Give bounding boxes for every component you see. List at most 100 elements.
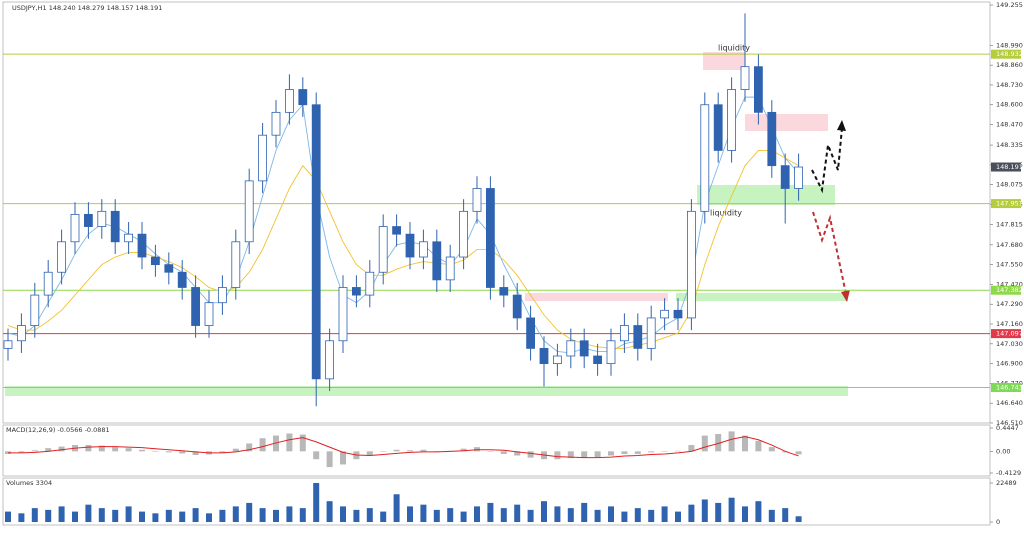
level-label: 147.382	[996, 286, 1023, 294]
volume-bar	[152, 513, 159, 522]
volume-bar	[742, 506, 748, 522]
volume-bar	[701, 499, 708, 522]
volume-bar	[273, 509, 279, 522]
macd-bar	[393, 449, 400, 452]
macd-bar	[45, 448, 52, 452]
candle-body	[378, 226, 388, 273]
candle-body	[780, 165, 790, 189]
y-tick-label: 147.815	[996, 220, 1023, 228]
volume-bar	[58, 506, 65, 522]
macd-bar	[380, 451, 387, 452]
macd-bar	[661, 451, 668, 452]
bull-path-arrow	[811, 127, 843, 194]
macd-bar	[165, 451, 172, 453]
candle-body	[700, 104, 710, 212]
volume-bar	[286, 506, 293, 522]
y-tick-label: 148.600	[996, 101, 1023, 109]
candle-body	[365, 271, 375, 296]
candle-body	[57, 241, 66, 273]
macd-bar	[567, 451, 574, 459]
volume-bar	[313, 483, 320, 522]
macd-bar	[554, 451, 561, 460]
candle-body	[97, 210, 107, 227]
candle-body	[30, 294, 40, 326]
y-tick-label: 147.680	[996, 241, 1023, 249]
candle-body	[284, 89, 294, 113]
y-tick-label: 148.860	[996, 61, 1023, 69]
y-tick-label: 147.550	[996, 261, 1023, 269]
macd-bar	[407, 450, 413, 452]
y-tick-label: 149.255	[996, 1, 1023, 9]
macd-bar	[701, 435, 708, 452]
macd-bar	[340, 451, 346, 465]
bear-path-arrow	[812, 211, 847, 295]
macd-bar	[514, 451, 521, 456]
volume-bar	[567, 508, 574, 522]
y-tick-label: 22489	[996, 479, 1017, 487]
candle-body	[794, 166, 803, 189]
volume-bar	[139, 511, 145, 522]
volume-bar	[165, 509, 172, 522]
candle-body	[553, 355, 562, 365]
volume-bar	[112, 509, 119, 522]
candle-body	[445, 256, 455, 281]
y-tick-label: 0.4447	[996, 424, 1019, 432]
candle-body	[660, 309, 669, 319]
candle-body	[633, 325, 643, 349]
volume-bar	[353, 509, 360, 522]
volume-bar	[474, 506, 480, 522]
volume-bar	[219, 509, 226, 522]
macd-bar	[728, 431, 735, 452]
volume-bar	[500, 508, 507, 522]
macd-bar	[487, 451, 494, 452]
candle-body	[325, 340, 335, 380]
candle-body	[687, 210, 696, 319]
y-tick-label: 146.900	[996, 360, 1023, 368]
macd-bar	[795, 451, 802, 455]
level-label-bg	[991, 383, 1021, 393]
macd-bar	[594, 451, 601, 458]
macd-bar	[755, 440, 762, 452]
candle-body	[3, 340, 13, 349]
macd-bar	[460, 448, 467, 452]
macd-bar	[326, 451, 333, 468]
macd-bar	[18, 451, 25, 453]
volume-bar	[246, 502, 253, 522]
y-tick-label: 147.290	[996, 300, 1023, 308]
candle-body	[432, 241, 442, 281]
macd-bar	[31, 450, 38, 452]
candle-body	[150, 256, 160, 266]
volume-bar	[648, 509, 655, 522]
candle-body	[43, 271, 53, 296]
volume-bar	[393, 494, 400, 522]
macd-bar	[581, 451, 588, 458]
macd-bar	[527, 451, 534, 458]
macd-bar	[366, 451, 373, 456]
candle-body	[70, 213, 80, 243]
y-tick-label: 0	[996, 518, 1000, 526]
supply-zone	[703, 52, 745, 70]
candle-body	[110, 210, 120, 243]
volume-bar	[447, 508, 454, 522]
macd-bar	[259, 438, 266, 452]
supply-zone	[745, 114, 828, 131]
level-label: 148.932	[996, 50, 1023, 58]
macd-bar	[192, 451, 199, 456]
macd-bar	[299, 434, 306, 452]
volume-bar	[594, 509, 601, 522]
volume-bar	[31, 508, 38, 522]
macd-bar	[179, 451, 186, 454]
volume-bar	[782, 508, 789, 522]
volume-bar	[192, 508, 199, 522]
candle-body	[606, 340, 616, 365]
candle-body	[177, 271, 187, 288]
volume-bar	[541, 501, 547, 522]
candle-body	[405, 233, 415, 258]
candle-body	[566, 340, 576, 357]
y-tick-label: 148.470	[996, 121, 1023, 129]
supply-zone	[525, 293, 668, 301]
volume-bar	[608, 506, 614, 522]
volume-bar	[232, 506, 239, 522]
candle-body	[593, 355, 602, 365]
